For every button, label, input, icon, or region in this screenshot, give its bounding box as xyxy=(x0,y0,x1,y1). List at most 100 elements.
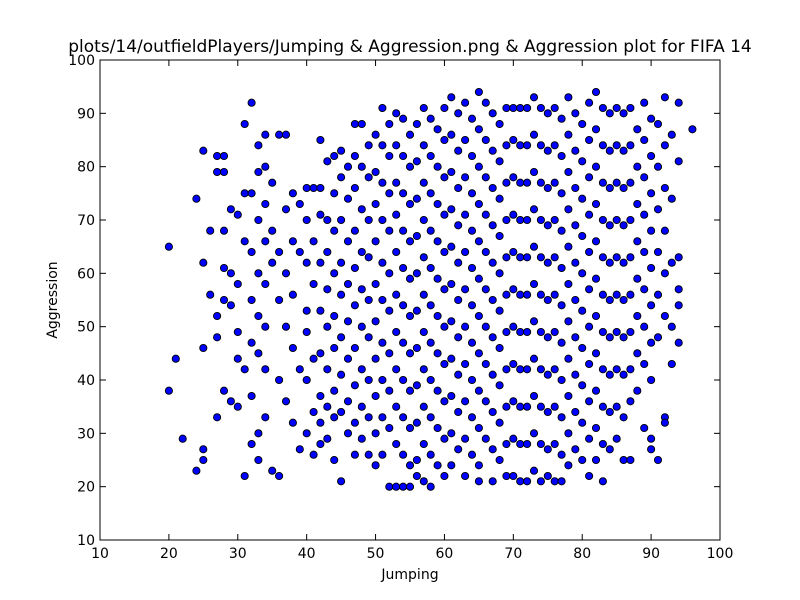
data-point xyxy=(509,397,518,406)
data-point xyxy=(502,439,511,449)
data-point xyxy=(412,381,421,390)
data-point xyxy=(323,365,332,374)
data-point xyxy=(323,247,332,257)
data-point xyxy=(474,423,483,433)
data-point xyxy=(323,402,332,411)
data-point xyxy=(571,370,580,379)
data-point xyxy=(626,178,635,187)
data-point xyxy=(219,167,229,177)
data-point xyxy=(509,135,518,145)
data-point xyxy=(502,365,511,374)
data-point xyxy=(564,205,573,214)
data-point xyxy=(523,141,532,150)
data-point xyxy=(275,375,284,385)
data-point xyxy=(550,141,559,150)
data-point xyxy=(337,215,346,225)
data-point xyxy=(474,477,483,486)
data-point xyxy=(598,103,607,113)
data-point xyxy=(350,381,359,390)
data-point xyxy=(640,210,649,219)
data-point xyxy=(288,189,297,198)
data-point xyxy=(316,258,325,267)
data-point xyxy=(199,455,208,465)
data-point xyxy=(550,477,559,486)
data-point xyxy=(399,301,408,310)
data-point xyxy=(281,130,291,139)
data-point xyxy=(564,279,573,289)
data-point xyxy=(619,370,628,379)
data-point xyxy=(626,253,635,262)
data-point xyxy=(364,413,373,422)
data-point xyxy=(536,253,545,262)
data-point xyxy=(405,386,415,395)
data-point xyxy=(481,397,490,406)
data-point xyxy=(461,359,470,369)
data-point xyxy=(502,471,511,481)
data-point xyxy=(585,471,594,481)
data-point xyxy=(578,455,587,465)
x-tick-label: 90 xyxy=(642,546,660,562)
chart-title: plots/14/outfieldPlayers/Jumping & Aggre… xyxy=(68,37,752,57)
data-point xyxy=(605,295,614,305)
data-point xyxy=(261,365,270,374)
data-point xyxy=(371,429,380,438)
data-point xyxy=(364,173,373,182)
data-point xyxy=(461,434,470,443)
data-point xyxy=(405,199,415,209)
data-point xyxy=(302,183,311,193)
data-point xyxy=(240,365,249,374)
data-point xyxy=(502,253,511,262)
data-point xyxy=(254,215,263,225)
data-point xyxy=(337,146,346,155)
data-point xyxy=(316,210,325,219)
data-point xyxy=(323,434,332,443)
data-point xyxy=(495,381,504,390)
data-point xyxy=(550,290,559,299)
data-point xyxy=(626,397,635,406)
data-point xyxy=(605,146,614,155)
data-point xyxy=(481,322,490,331)
x-axis-label: Jumping xyxy=(380,567,438,583)
data-point xyxy=(557,413,566,422)
data-point xyxy=(605,445,614,454)
data-point xyxy=(598,402,607,411)
data-point xyxy=(392,247,401,257)
data-point xyxy=(585,434,594,443)
data-point xyxy=(254,311,263,321)
data-point xyxy=(523,103,532,113)
x-axis-ticks: 10 20 30 40 50 60 70 80 90 100 xyxy=(91,60,733,562)
data-point xyxy=(495,194,504,203)
data-point xyxy=(653,162,663,171)
x-tick-label: 20 xyxy=(160,546,178,562)
data-point xyxy=(454,221,463,230)
data-point xyxy=(688,125,697,134)
data-point xyxy=(454,295,463,305)
data-point xyxy=(261,130,270,139)
data-point xyxy=(316,391,325,401)
data-point xyxy=(543,221,552,230)
data-point xyxy=(350,418,359,427)
data-point xyxy=(357,285,366,294)
data-point xyxy=(343,279,353,289)
data-point xyxy=(474,237,483,246)
data-point xyxy=(378,375,387,385)
data-point xyxy=(598,290,607,299)
y-tick-label: 70 xyxy=(77,213,95,229)
data-point xyxy=(323,285,332,294)
data-point xyxy=(523,178,532,187)
data-point xyxy=(523,365,532,374)
data-point xyxy=(571,333,580,342)
data-point xyxy=(619,413,628,422)
data-point xyxy=(350,119,359,129)
data-point xyxy=(640,285,649,294)
data-point xyxy=(571,445,580,454)
data-point xyxy=(385,269,394,278)
data-point xyxy=(261,162,270,171)
data-point xyxy=(309,237,318,246)
data-point xyxy=(516,253,525,262)
data-point xyxy=(550,178,559,187)
data-point xyxy=(302,375,311,385)
data-point xyxy=(536,290,545,299)
data-point xyxy=(619,455,628,465)
data-point xyxy=(481,359,490,369)
